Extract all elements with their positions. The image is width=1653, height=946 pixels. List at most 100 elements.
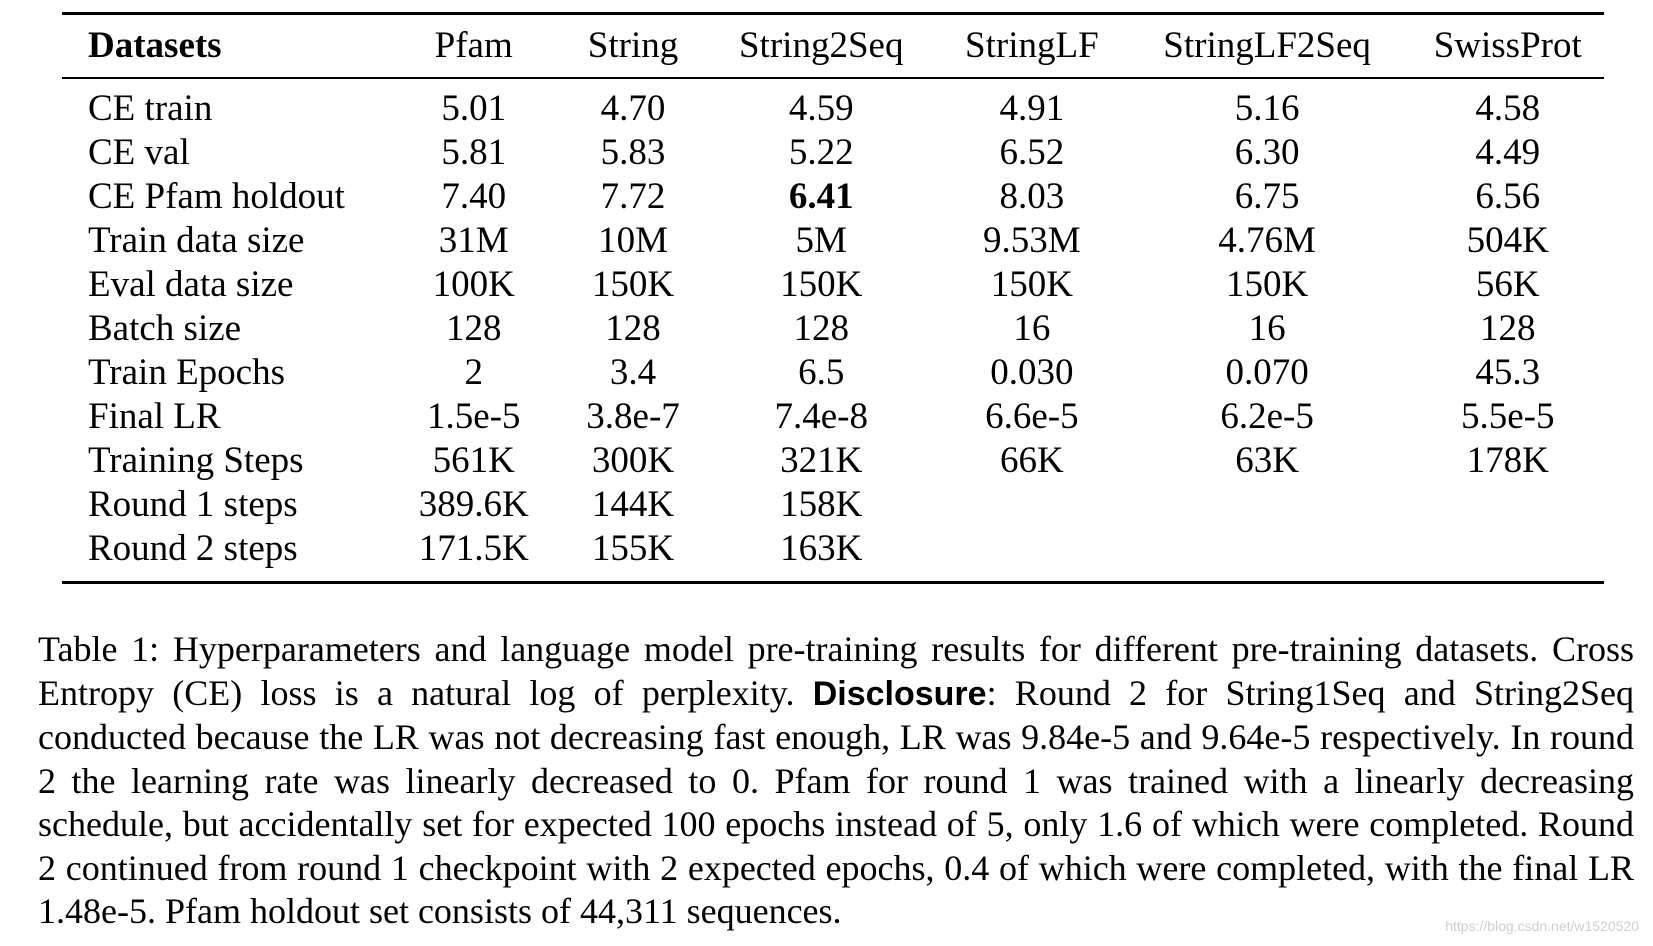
table-caption: Table 1: Hyperparameters and language mo… [38, 628, 1634, 934]
table-cell: 8.03 [999, 176, 1065, 217]
table-cell: 158K [780, 484, 863, 525]
table-cell: 178K [1466, 440, 1549, 481]
caption-body: : Round 2 for String1Seq and String2Seq … [38, 672, 1635, 932]
table-cell: 4.70 [600, 88, 666, 129]
table-cell: 4.58 [1475, 88, 1541, 129]
table-row: CE train 5.01 4.70 4.59 4.91 5.16 4.58 [62, 78, 1604, 131]
row-label: Training Steps [88, 440, 304, 481]
header-row: Datasets Pfam String String2Seq StringLF Stri… [62, 13, 1604, 78]
results-table-container: Datasets Pfam String String2Seq StringLF Stri… [62, 12, 1604, 584]
column-header: String [587, 25, 679, 66]
table-cell: 4.91 [999, 88, 1065, 129]
row-label: Round 1 steps [88, 484, 298, 525]
table-cell: 150K [990, 264, 1073, 305]
table-cell: 128 [605, 308, 661, 349]
row-label: Final LR [88, 396, 221, 437]
table-cell [1411, 527, 1604, 583]
table-cell: 389.6K [418, 484, 529, 525]
table-cell: 10M [598, 220, 668, 261]
table-body: CE train 5.01 4.70 4.59 4.91 5.16 4.58 CE val 5.… [62, 78, 1604, 583]
table-cell: 5.22 [788, 132, 854, 173]
table-cell: 561K [432, 440, 515, 481]
row-label: CE Pfam holdout [88, 176, 345, 217]
caption-prefix: Table 1: Hyperparameters and language mo… [38, 629, 1634, 713]
table-cell: 163K [780, 528, 863, 569]
table-cell: 56K [1475, 264, 1540, 305]
table-cell: 5.83 [600, 132, 666, 173]
column-header-datasets: Datasets [88, 25, 222, 66]
table-cell: 150K [780, 264, 863, 305]
table-header: Datasets Pfam String String2Seq StringLF Stri… [62, 13, 1604, 78]
table-cell: 6.75 [1234, 176, 1300, 217]
table-cell: 16 [1248, 308, 1286, 349]
table-cell: 4.49 [1475, 132, 1541, 173]
table-cell: 5M [795, 220, 847, 261]
table-cell: 150K [591, 264, 675, 305]
table-cell: 6.52 [999, 132, 1065, 173]
hyperparameters-table: Datasets Pfam String String2Seq StringLF Stri… [62, 12, 1604, 584]
row-label: Eval data size [88, 264, 294, 305]
table-cell [1123, 483, 1412, 527]
table-cell: 144K [591, 484, 675, 525]
table-row: Eval data size 100K 150K 150K 150K 150K 56K [62, 263, 1604, 307]
table-cell: 504K [1466, 220, 1549, 261]
row-label: CE val [88, 132, 190, 173]
table-cell: 0.030 [990, 352, 1074, 393]
table-cell: 45.3 [1475, 352, 1541, 393]
table-cell: 0.070 [1225, 352, 1309, 393]
table-cell: 2 [464, 352, 483, 393]
table-cell: 7.72 [600, 176, 666, 217]
table-cell: 16 [1013, 308, 1051, 349]
table-cell: 9.53M [983, 220, 1081, 261]
table-cell: 100K [432, 264, 515, 305]
table-cell: 6.2e-5 [1220, 396, 1314, 437]
row-label: Round 2 steps [88, 528, 298, 569]
table-cell: 128 [793, 308, 849, 349]
table-cell: 6.30 [1234, 132, 1300, 173]
table-cell: 155K [591, 528, 675, 569]
row-label: Train Epochs [88, 352, 285, 393]
table-cell: 6.5 [798, 352, 845, 393]
table-row: CE Pfam holdout 7.40 7.72 6.41 8.03 6.75 6.56 [62, 175, 1604, 219]
row-label: Batch size [88, 308, 242, 349]
table-cell: 6.56 [1475, 176, 1541, 217]
table-cell: 321K [780, 440, 863, 481]
row-label: Train data size [88, 220, 305, 261]
table-cell: 6.41 [788, 176, 854, 217]
table-cell: 63K [1235, 440, 1299, 481]
table-cell: 1.5e-5 [426, 396, 521, 437]
table-row: Round 1 steps 389.6K 144K 158K [62, 483, 1604, 527]
table-cell: 3.8e-7 [586, 396, 680, 437]
table-row: Train Epochs 2 3.4 6.5 0.030 0.070 45.3 [62, 351, 1604, 395]
table-row: Batch size 128 128 128 16 16 128 [62, 307, 1604, 351]
table-cell: 7.40 [441, 176, 507, 217]
table-cell: 150K [1226, 264, 1309, 305]
table-cell: 31M [438, 220, 509, 261]
table-cell [1123, 527, 1412, 583]
column-header: StringLF2Seq [1163, 25, 1371, 66]
table-cell: 300K [591, 440, 675, 481]
row-label: CE train [88, 88, 213, 129]
caption-disclosure-label: Disclosure [812, 674, 987, 713]
column-header: SwissProt [1433, 25, 1582, 66]
watermark: https://blog.csdn.net/w1520520 [1445, 918, 1639, 934]
table-cell: 128 [445, 308, 502, 349]
table-cell: 5.5e-5 [1460, 396, 1555, 437]
table-cell: 171.5K [418, 528, 529, 569]
table-cell: 4.76M [1218, 220, 1316, 261]
table-cell: 7.4e-8 [774, 396, 868, 437]
table-row: Round 2 steps 171.5K 155K 163K [62, 527, 1604, 583]
table-cell: 4.59 [788, 88, 854, 129]
table-cell [941, 483, 1123, 527]
table-cell: 5.16 [1234, 88, 1300, 129]
table-cell: 128 [1479, 308, 1536, 349]
table-cell: 66K [1000, 440, 1064, 481]
table-row: Training Steps 561K 300K 321K 66K 63K 178K [62, 439, 1604, 483]
table-row: Final LR 1.5e-5 3.8e-7 7.4e-8 6.6e-5 6.2e-5 5.… [62, 395, 1604, 439]
table-cell: 5.81 [441, 132, 507, 173]
table-cell [1411, 483, 1604, 527]
table-cell: 3.4 [609, 352, 657, 393]
table-cell: 6.6e-5 [985, 396, 1079, 437]
table-row: CE val 5.81 5.83 5.22 6.52 6.30 4.49 [62, 131, 1604, 175]
column-header: StringLF [965, 25, 1099, 66]
